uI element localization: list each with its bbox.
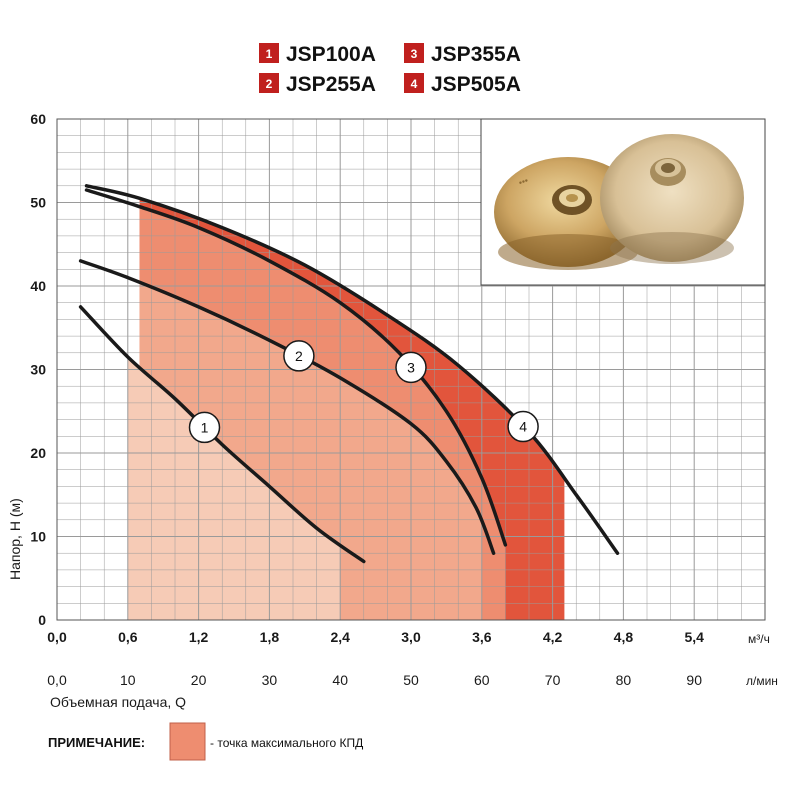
note-label: ПРИМЕЧАНИЕ: (48, 735, 145, 750)
legend-number-1: 1 (266, 47, 273, 61)
x-axis-title: Объемная подача, Q (50, 694, 186, 710)
curve-marker-4: 4 (507, 410, 539, 443)
x2-tick-label: 70 (545, 672, 561, 688)
curve-JSP100A (78, 305, 366, 564)
y-axis-title: Напор, Н (м) (7, 498, 23, 580)
x2-axis-tick-labels: 0,0 10 20 30 40 50 60 70 80 90 (47, 672, 702, 688)
impeller-back-image (600, 134, 744, 264)
y-tick-label: 20 (30, 445, 46, 461)
plot-frame (56, 118, 766, 621)
legend-item-1: 1 JSP100A (259, 43, 376, 66)
legend-number-4: 4 (411, 77, 418, 91)
legend-badge-3 (404, 43, 424, 63)
legend-number-2: 2 (266, 77, 273, 91)
grid-lines (57, 119, 765, 620)
x-tick-label: 2,4 (330, 629, 350, 645)
x-axis-unit: м³/ч (748, 632, 770, 646)
efficiency-zone-JSP100A (127, 357, 341, 620)
x2-tick-label: 0,0 (47, 672, 67, 688)
y-axis-tick-labels: 0 10 20 30 40 50 60 (30, 111, 46, 628)
x-tick-label: 3,6 (472, 629, 492, 645)
x2-tick-label: 60 (474, 672, 490, 688)
x2-tick-label: 80 (616, 672, 632, 688)
legend-number-3: 3 (411, 47, 418, 61)
pump-curves (78, 184, 620, 564)
legend-label-4: JSP505A (431, 73, 521, 96)
curve-marker-label-4: 4 (519, 419, 527, 435)
x2-tick-label: 50 (403, 672, 419, 688)
x2-tick-label: 20 (191, 672, 207, 688)
x2-axis-unit: л/мин (746, 674, 778, 688)
y-tick-label: 40 (30, 278, 46, 294)
curve-marker-label-2: 2 (295, 348, 303, 364)
curve-marker-label-3: 3 (407, 359, 415, 375)
note: ПРИМЕЧАНИЕ: - точка максимального КПД (48, 722, 363, 761)
curve-marker-1: 1 (188, 411, 221, 444)
curve-marker-3: 3 (395, 351, 427, 384)
x-tick-label: 0,0 (47, 629, 67, 645)
legend-item-3: 3 JSP355A (404, 43, 521, 66)
curve-marker-2: 2 (283, 340, 315, 372)
legend-label-3: JSP355A (431, 43, 521, 66)
legend-label-1: JSP100A (286, 43, 376, 66)
y-tick-label: 10 (30, 529, 46, 545)
x-tick-label: 4,8 (614, 629, 634, 645)
curve-JSP255A (78, 259, 496, 555)
legend: 1 JSP100A 2 JSP255A 3 JSP355A 4 JSP505A (259, 43, 521, 96)
curve-JSP505A (84, 184, 620, 555)
y-tick-label: 0 (38, 612, 46, 628)
legend-item-2: 2 JSP255A (259, 73, 376, 96)
legend-label-2: JSP255A (286, 73, 376, 96)
y-tick-label: 30 (30, 362, 46, 378)
legend-badge-4 (404, 73, 424, 93)
x-tick-label: 1,2 (189, 629, 209, 645)
x-tick-label: 3,0 (401, 629, 421, 645)
legend-item-4: 4 JSP505A (404, 73, 521, 96)
x-tick-label: 1,8 (260, 629, 280, 645)
svg-text:•••: ••• (517, 175, 529, 188)
legend-badge-2 (259, 73, 279, 93)
y-tick-label: 50 (30, 195, 46, 211)
legend-badge-1 (259, 43, 279, 63)
note-text: - точка максимального КПД (210, 736, 363, 750)
impeller-photo: ••• (480, 118, 766, 286)
curve-markers: 1 2 3 4 (188, 340, 539, 444)
x-tick-label: 5,4 (684, 629, 704, 645)
note-swatch (169, 722, 206, 761)
curve-marker-label-1: 1 (201, 419, 209, 435)
x2-tick-label: 10 (120, 672, 136, 688)
x-axis-tick-labels: 0,0 0,6 1,2 1,8 2,4 3,0 3,6 4,2 4,8 5,4 (47, 629, 704, 645)
x-tick-label: 4,2 (543, 629, 563, 645)
x2-tick-label: 30 (262, 672, 278, 688)
x-tick-label: 0,6 (118, 629, 138, 645)
y-tick-label: 60 (30, 111, 46, 127)
x2-tick-label: 90 (686, 672, 702, 688)
curve-JSP355A (84, 188, 508, 547)
x2-tick-label: 40 (332, 672, 348, 688)
